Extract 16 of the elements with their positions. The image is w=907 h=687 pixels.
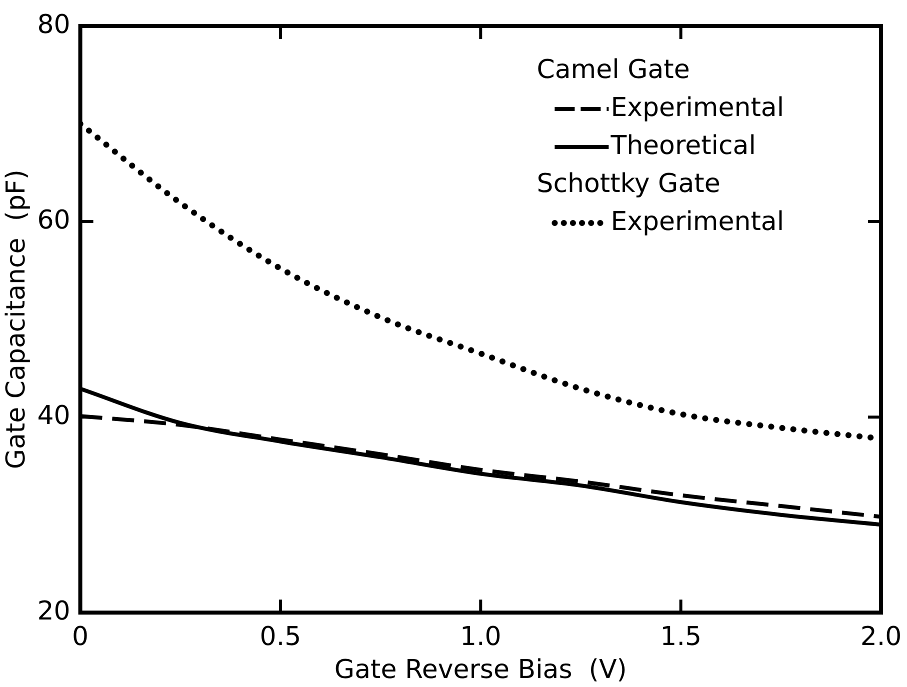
legend-label: Experimental	[610, 206, 784, 237]
y-tick-label: 60	[37, 205, 70, 236]
annotation: Camel Gate	[536, 54, 690, 85]
x-tick-label: 1.0	[460, 622, 502, 652]
x-tick-label: 0.5	[260, 622, 302, 652]
x-tick-label: 0	[72, 622, 89, 652]
x-axis-title: Gate Reverse Bias (V)	[334, 655, 627, 686]
legend-label: Experimental	[610, 92, 784, 123]
y-axis-title: Gate Capacitance (pF)	[1, 169, 32, 470]
y-tick-label: 20	[37, 596, 70, 626]
legend-label: Theoretical	[610, 130, 756, 161]
annotation: Schottky Gate	[536, 168, 720, 199]
y-tick-label: 40	[37, 400, 70, 431]
x-tick-label: 1.5	[660, 622, 702, 652]
y-tick-label: 80	[37, 10, 70, 40]
x-tick-label: 2.0	[860, 622, 902, 652]
